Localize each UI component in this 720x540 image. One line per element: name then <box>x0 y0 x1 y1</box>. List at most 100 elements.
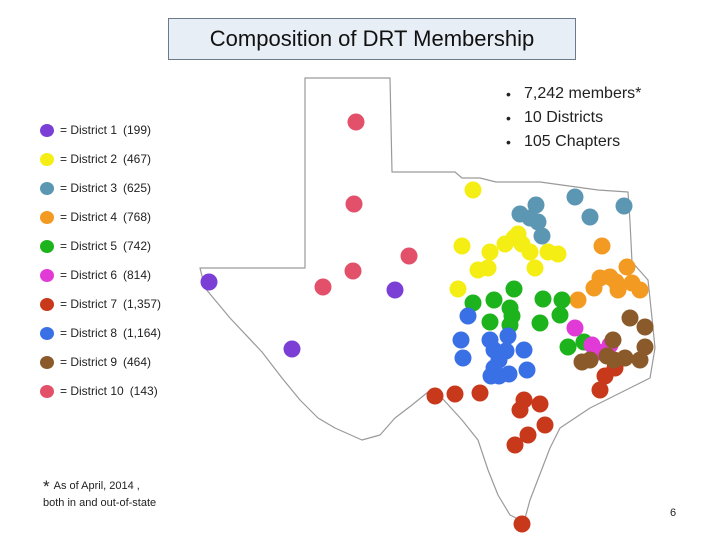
legend-label: = District 3 <box>60 181 118 195</box>
chapter-dot <box>636 318 654 336</box>
chapter-dot <box>344 262 362 280</box>
chapter-dot <box>454 349 472 367</box>
chapter-dot <box>591 381 609 399</box>
legend-count: (768) <box>123 210 152 224</box>
chapter-dot <box>618 258 636 276</box>
chapter-dot <box>551 306 569 324</box>
legend-dot <box>40 239 54 253</box>
chapter-dot <box>566 319 584 337</box>
legend-label: = District 7 <box>60 297 118 311</box>
chapter-dot <box>479 259 497 277</box>
chapter-dot <box>521 243 539 261</box>
chapter-dot <box>459 307 477 325</box>
chapter-dot <box>515 341 533 359</box>
legend-dot <box>40 152 54 166</box>
chapter-dot <box>598 347 616 365</box>
legend-label: = District 1 <box>60 123 118 137</box>
legend-dot <box>40 326 54 340</box>
chapter-dot <box>509 225 527 243</box>
chapter-dot <box>573 353 591 371</box>
chapter-dot <box>485 291 503 309</box>
fact-districts: • 10 Districts <box>506 109 604 126</box>
legend-item: = District 3 (625) <box>40 178 151 198</box>
legend-label: = District 9 <box>60 355 118 369</box>
legend-label: = District 5 <box>60 239 118 253</box>
legend-count: (814) <box>123 268 152 282</box>
legend-label: = District 2 <box>60 152 118 166</box>
chapter-dot <box>499 327 517 345</box>
legend-dot <box>40 181 54 195</box>
chapter-dot <box>519 426 537 444</box>
page-title: Composition of DRT Membership <box>209 26 535 51</box>
legend-label: = District 8 <box>60 326 118 340</box>
legend-count: (742) <box>123 239 152 253</box>
chapter-dot <box>506 436 524 454</box>
legend-count: (143) <box>129 384 158 398</box>
chapter-dot <box>631 351 649 369</box>
chapter-dot <box>497 342 515 360</box>
chapter-dot <box>569 291 587 309</box>
page-number: 6 <box>670 507 677 519</box>
chapter-dot <box>593 237 611 255</box>
legend-count: (467) <box>123 152 152 166</box>
chapter-dot <box>566 188 584 206</box>
chapter-dot <box>345 195 363 213</box>
legend-item: = District 8 (1,164) <box>40 323 161 343</box>
chapter-dots <box>200 113 654 533</box>
chapter-dot <box>526 259 544 277</box>
chapter-dot <box>314 278 332 296</box>
chapter-dot <box>347 113 365 131</box>
chapter-dot <box>604 331 622 349</box>
chapter-dot <box>559 338 577 356</box>
chapter-dot <box>631 281 649 299</box>
chapter-dot <box>513 515 531 533</box>
chapter-dot <box>452 331 470 349</box>
legend-item: = District 6 (814) <box>40 265 151 285</box>
legend-count: (464) <box>123 355 152 369</box>
chapter-dot <box>453 237 471 255</box>
chapter-dot <box>553 291 571 309</box>
legend-item: = District 2 (467) <box>40 149 151 169</box>
legend-count: (625) <box>123 181 152 195</box>
chapter-dot <box>609 281 627 299</box>
legend-dot <box>40 210 54 224</box>
fact-members: • 7,242 members* <box>506 85 642 102</box>
fact-chapters: • 105 Chapters <box>506 133 621 150</box>
legend-dot <box>40 123 54 137</box>
footnote-star: * <box>43 477 50 496</box>
chapter-dot <box>500 365 518 383</box>
legend-item: = District 7 (1,357) <box>40 294 161 314</box>
legend-dot <box>40 384 54 398</box>
footnote: * As of April, 2014 , both in and out-of-… <box>43 478 156 512</box>
legend-item: = District 5 (742) <box>40 236 151 256</box>
chapter-dot <box>527 196 545 214</box>
chapter-dot <box>534 290 552 308</box>
chapter-dot <box>464 294 482 312</box>
chapter-dot <box>446 385 464 403</box>
chapter-dot <box>518 361 536 379</box>
chapter-dot <box>621 309 639 327</box>
chapter-dot <box>200 273 218 291</box>
chapter-dot <box>531 395 549 413</box>
legend-label: = District 6 <box>60 268 118 282</box>
legend-count: (1,164) <box>123 326 162 340</box>
chapter-dot <box>481 313 499 331</box>
chapter-dot <box>283 340 301 358</box>
chapter-dot <box>511 401 529 419</box>
chapter-dot <box>529 213 547 231</box>
legend-count: (199) <box>123 123 152 137</box>
title-box: Composition of DRT Membership <box>168 18 576 60</box>
footnote-line-2: both in and out-of-state <box>43 497 157 509</box>
chapter-dot <box>585 279 603 297</box>
facts-list: • 7,242 members* • 10 Districts • 105 Chapt… <box>506 82 641 154</box>
chapter-dot <box>531 314 549 332</box>
chapter-dot <box>426 387 444 405</box>
legend-item: = District 10 (143) <box>40 381 158 401</box>
chapter-dot <box>636 338 654 356</box>
chapter-dot <box>549 245 567 263</box>
legend-dot <box>40 268 54 282</box>
legend-dot <box>40 355 54 369</box>
legend-dot <box>40 297 54 311</box>
legend-item: = District 4 (768) <box>40 207 151 227</box>
